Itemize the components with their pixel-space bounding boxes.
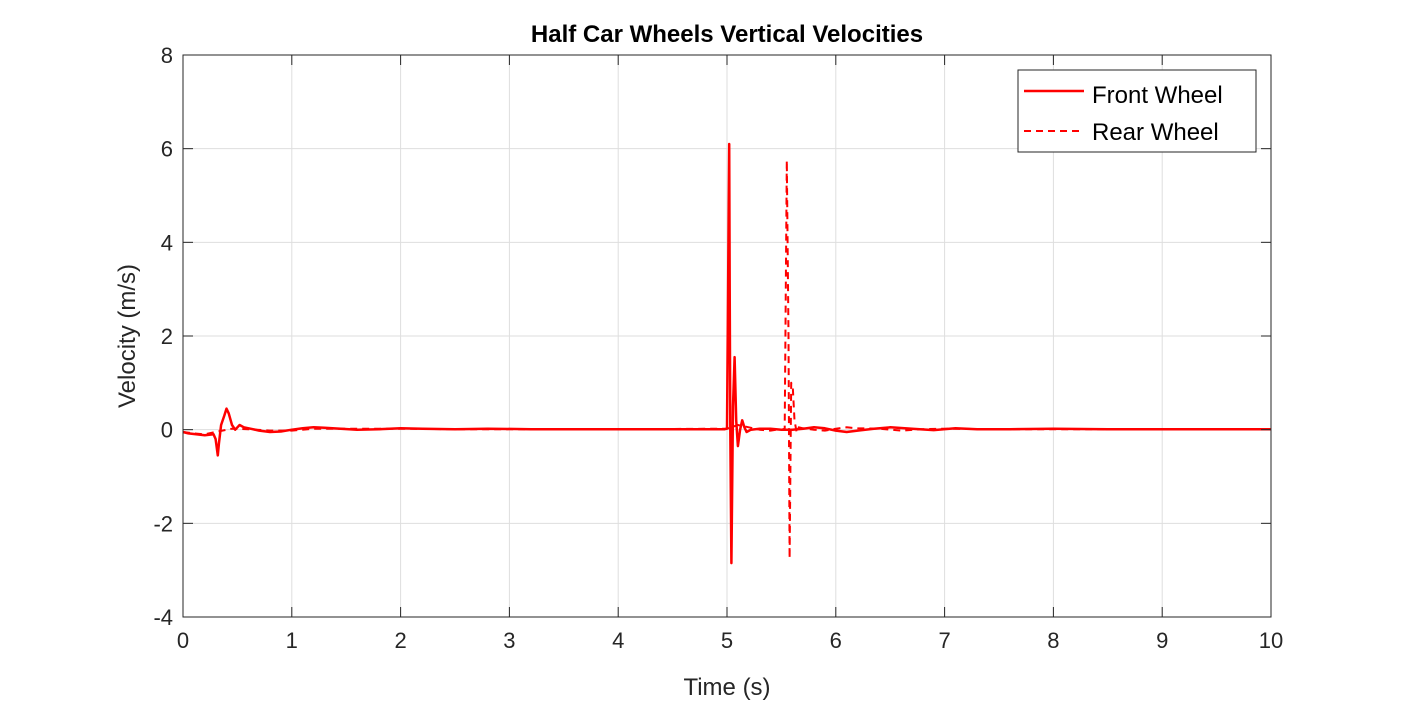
legend-box xyxy=(1017,69,1257,153)
legend-label-front-wheel: Front Wheel xyxy=(1092,82,1223,109)
y-tick-label: 0 xyxy=(161,418,173,443)
x-tick-label: 1 xyxy=(286,628,298,653)
x-tick-label: 8 xyxy=(1047,628,1059,653)
x-axis-label: Time (s) xyxy=(683,674,770,701)
series-line-front-wheel xyxy=(182,142,1271,565)
x-tick-label: 6 xyxy=(830,628,842,653)
legend-label-rear-wheel: Rear Wheel xyxy=(1092,119,1219,146)
y-tick-label: 4 xyxy=(161,230,173,255)
x-tick-label: 2 xyxy=(394,628,406,653)
x-tick-label: 5 xyxy=(721,628,733,653)
y-tick-label: -2 xyxy=(153,511,173,536)
y-axis-label: Velocity (m/s) xyxy=(114,264,141,408)
x-tick-label: 9 xyxy=(1156,628,1168,653)
y-tick-label: -4 xyxy=(153,605,173,630)
y-tick-label: 2 xyxy=(161,324,173,349)
tick-labels: 0 1 2 3 4 5 6 7 8 9 10 -4 -2 0 2 4 6 8 xyxy=(153,43,1283,653)
x-tick-label: 3 xyxy=(503,628,515,653)
legend: Front Wheel Rear Wheel xyxy=(1017,69,1257,153)
chart-title: Half Car Wheels Vertical Velocities xyxy=(531,21,923,48)
axis-ticks xyxy=(182,54,1272,618)
series-layer xyxy=(182,142,1271,565)
x-tick-label: 4 xyxy=(612,628,624,653)
x-tick-label: 0 xyxy=(177,628,189,653)
y-tick-label: 6 xyxy=(161,137,173,162)
x-tick-label: 7 xyxy=(938,628,950,653)
x-tick-label: 10 xyxy=(1259,628,1283,653)
y-tick-label: 8 xyxy=(161,43,173,68)
